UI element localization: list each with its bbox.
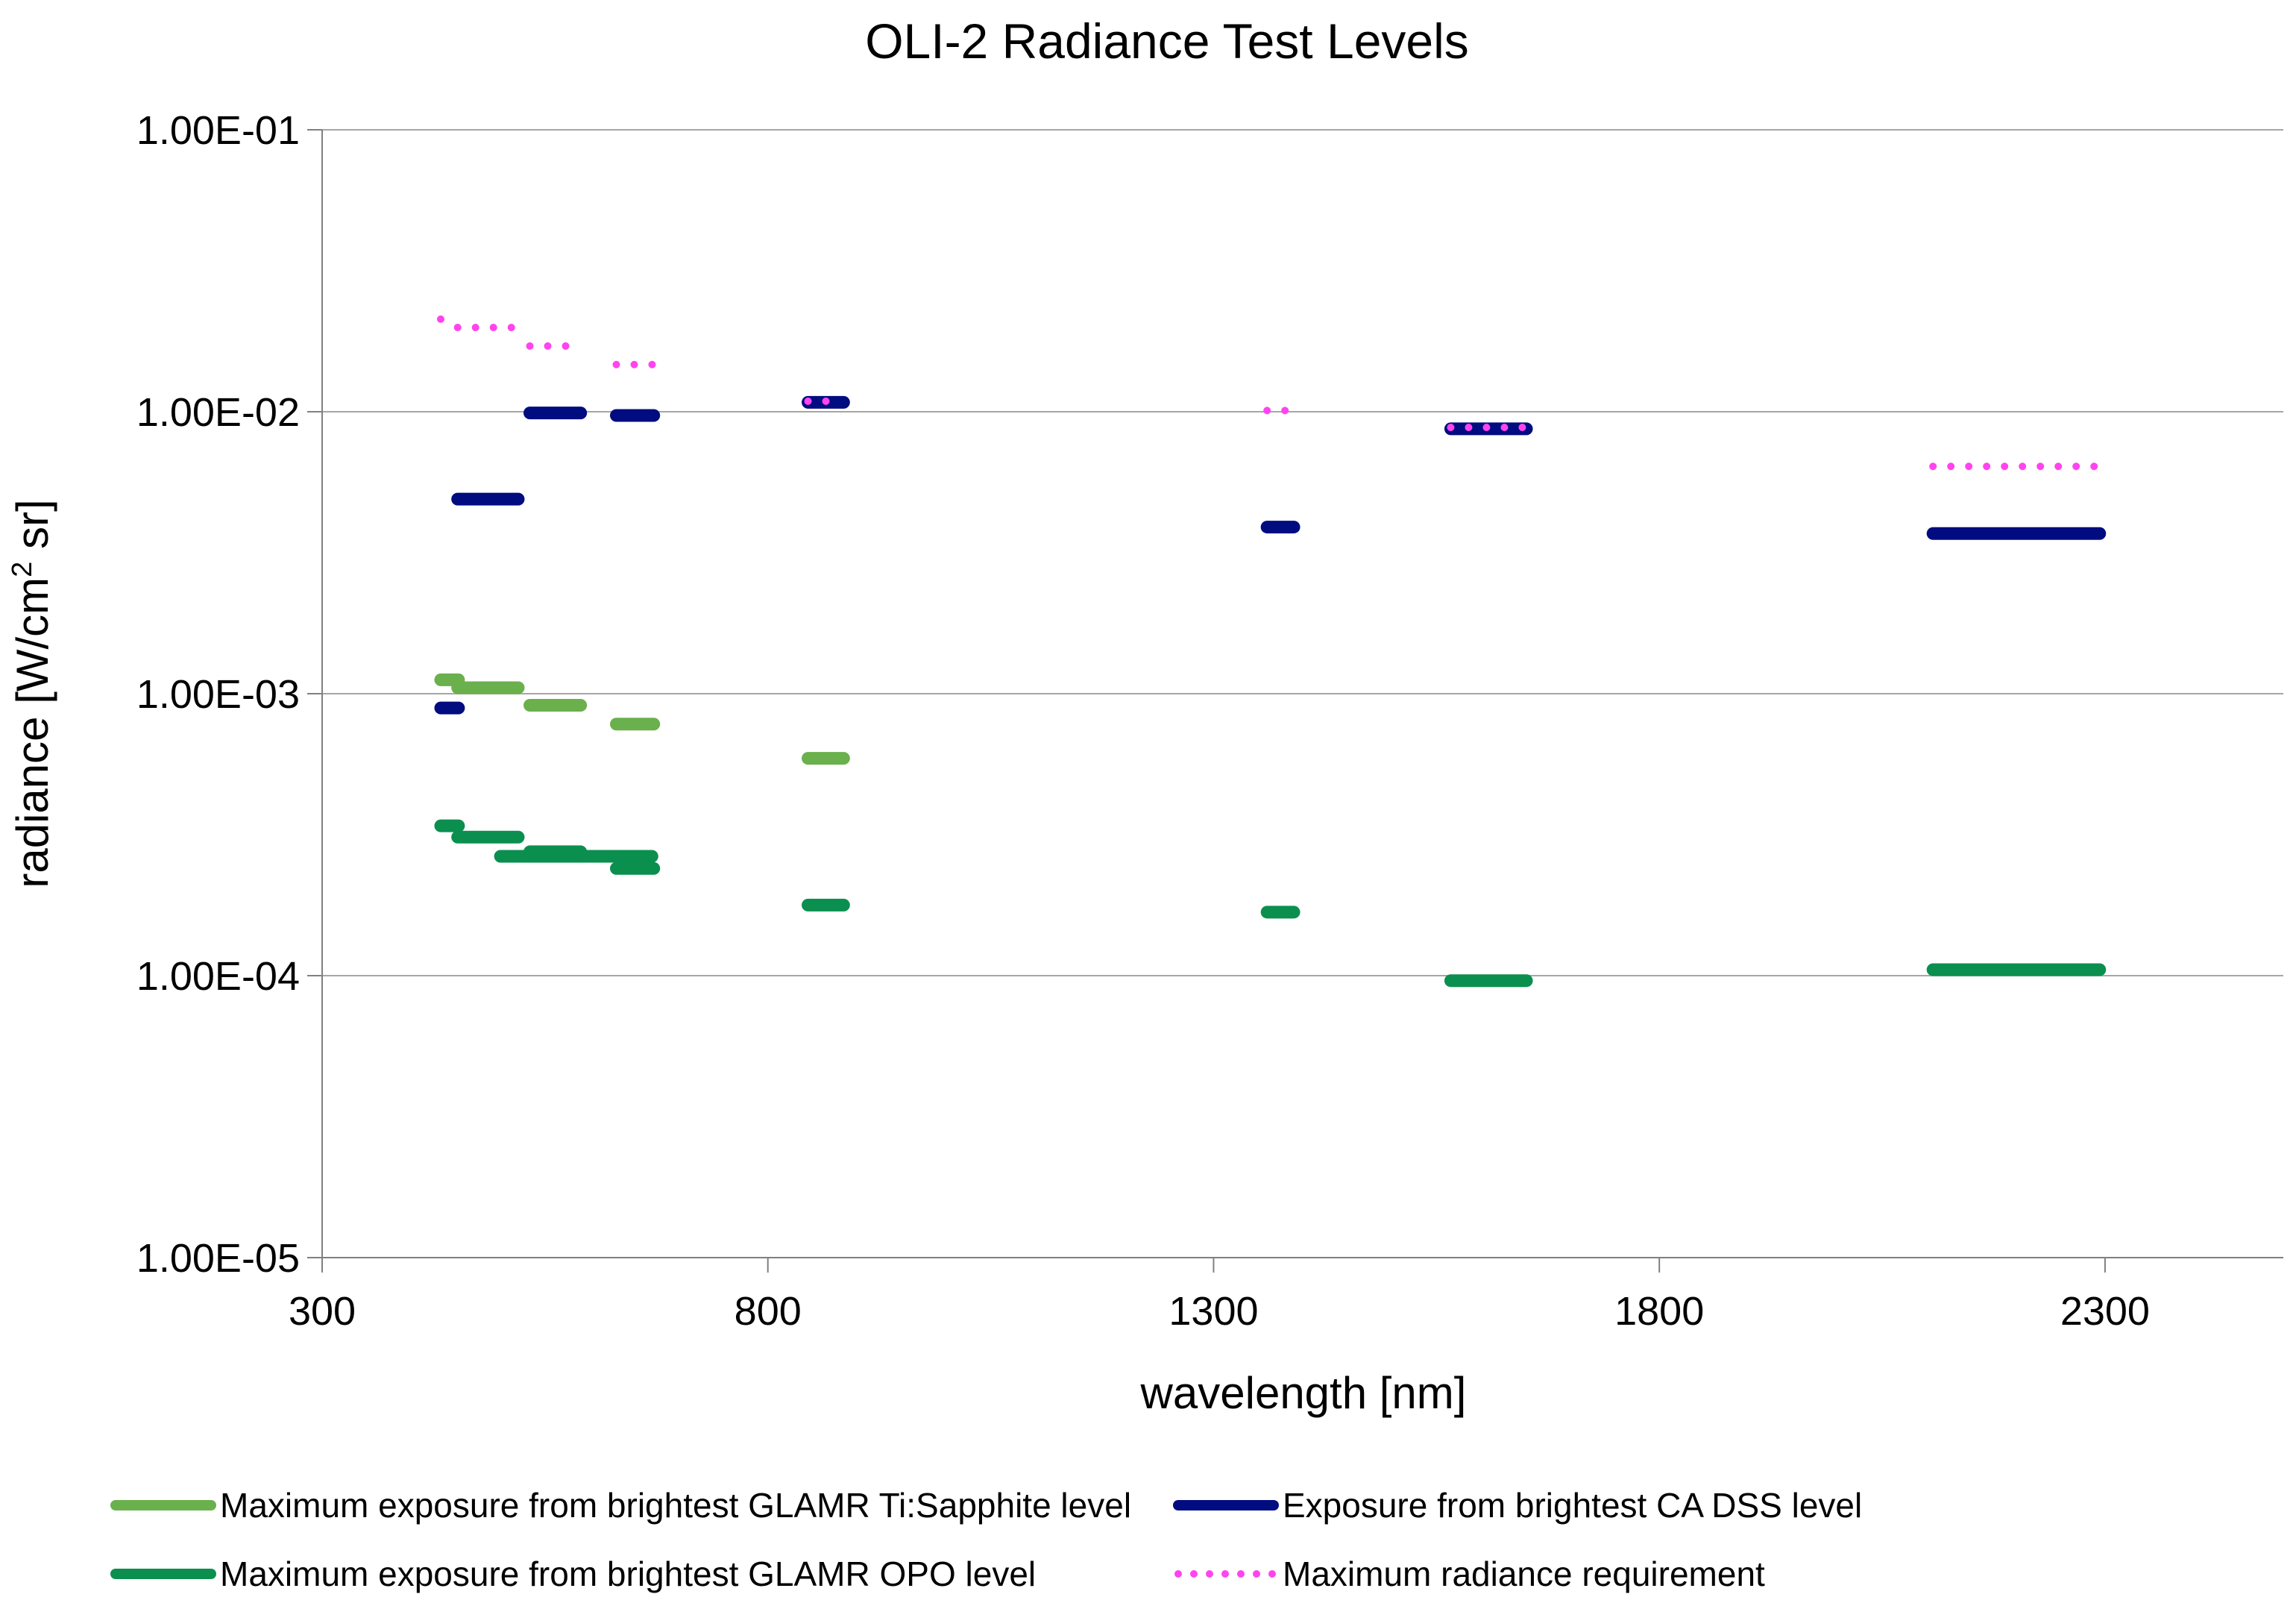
x-tick-labels: 300 800 1300 1800 2300 xyxy=(289,1289,2150,1334)
legend-item-tisapph: Maximum exposure from brightest GLAMR Ti… xyxy=(110,1486,1131,1525)
gridlines xyxy=(322,129,2283,976)
x-tick-label-3: 1800 xyxy=(1614,1289,1704,1334)
legend-label-opo: Maximum exposure from brightest GLAMR OP… xyxy=(220,1554,1036,1593)
legend-label-tisapph: Maximum exposure from brightest GLAMR Ti… xyxy=(220,1486,1131,1525)
y-axis-label-superscript: 2 xyxy=(7,562,38,577)
series-opo xyxy=(434,819,2107,988)
legend: Maximum exposure from brightest GLAMR Ti… xyxy=(110,1486,1862,1593)
y-tick-label-2: 1.00E-03 xyxy=(136,672,300,717)
y-tick-labels: 1.00E-01 1.00E-02 1.00E-03 1.00E-04 1.00E-05 xyxy=(136,108,300,1281)
legend-item-cadss: Exposure from brightest CA DSS level xyxy=(1173,1486,1862,1525)
series-layer xyxy=(434,315,2107,988)
y-tick-label-4: 1.00E-05 xyxy=(136,1236,300,1281)
x-tick-label-4: 2300 xyxy=(2060,1289,2150,1334)
y-axis-label: radiance [W/cm2 sr] xyxy=(7,499,57,888)
legend-label-maxrad: Maximum radiance requirement xyxy=(1283,1554,1765,1593)
x-tick-label-0: 300 xyxy=(289,1289,356,1334)
x-tick-label-2: 1300 xyxy=(1169,1289,1258,1334)
y-tick-label-3: 1.00E-04 xyxy=(136,954,300,999)
y-tick-label-1: 1.00E-02 xyxy=(136,390,300,435)
x-axis-label: wavelength [nm] xyxy=(1140,1368,1467,1418)
legend-label-cadss: Exposure from brightest CA DSS level xyxy=(1283,1486,1862,1525)
series-maxrad xyxy=(436,315,2104,471)
series-cadss xyxy=(434,395,2107,715)
legend-item-maxrad: Maximum radiance requirement xyxy=(1174,1554,1765,1593)
series-tisapph xyxy=(434,673,850,765)
y-axis-label-main: radiance [W/cm xyxy=(7,577,57,888)
legend-item-opo: Maximum exposure from brightest GLAMR OP… xyxy=(110,1554,1036,1593)
y-axis-label-tail: sr] xyxy=(7,499,57,561)
chart-title: OLI-2 Radiance Test Levels xyxy=(865,13,1469,69)
y-tick-label-0: 1.00E-01 xyxy=(136,108,300,153)
axes xyxy=(307,129,2283,1273)
x-tick-label-1: 800 xyxy=(735,1289,802,1334)
